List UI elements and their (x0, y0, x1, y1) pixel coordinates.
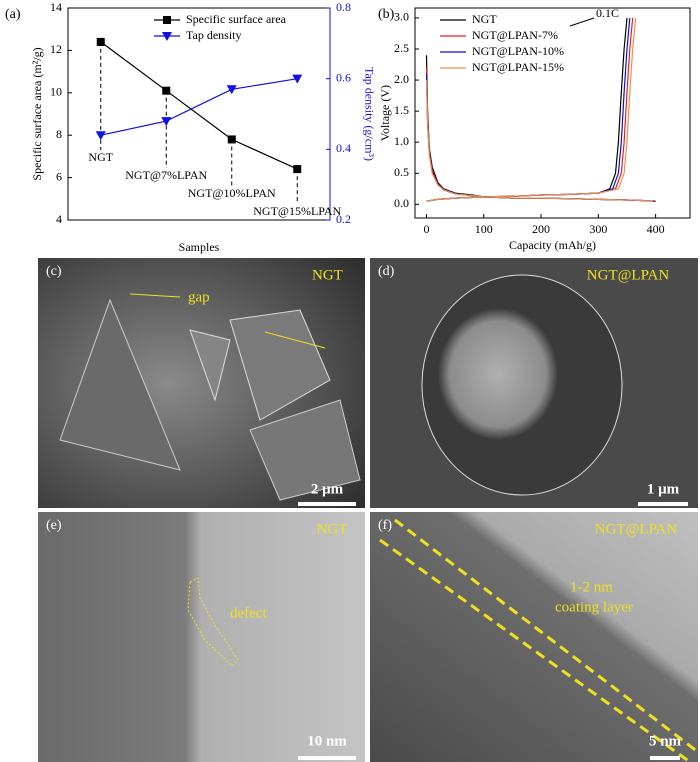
legend-label: NGT@LPAN-10% (472, 44, 564, 58)
note: coating layer (555, 599, 633, 615)
y-tick-label: 3.0 (394, 10, 409, 24)
y2-tick-label: 0.6 (336, 70, 351, 84)
flake (229, 309, 331, 421)
marker (292, 74, 303, 84)
x-axis-label: Samples (179, 240, 220, 254)
x-tick-label: 400 (647, 222, 665, 236)
panel-title: NGT (312, 267, 343, 283)
charts: (a) 4 6 8 10 12 14 0.2 0.4 0.6 0.8 Samples Specific … (5, 0, 691, 254)
panel-label: (a) (5, 7, 21, 22)
y-tick-label: 14 (50, 0, 62, 14)
defect-outline (187, 577, 239, 667)
category-label: NGT@10%LPAN (188, 186, 276, 200)
x-tick-label: 200 (532, 222, 550, 236)
legend-label: NGT@LPAN-7% (472, 28, 558, 42)
category-label: NGT@15%LPAN (253, 204, 341, 218)
scale-label: 10 nm (307, 733, 347, 749)
flake (189, 329, 231, 402)
panel-d: (d) NGT@LPAN 1 μm (370, 258, 698, 508)
y-tick-label: 12 (50, 42, 62, 56)
scale-label: 1 μm (647, 481, 680, 497)
panel-c: (c) NGT gap 2 μm (38, 258, 365, 508)
y-tick-label: 6 (56, 169, 62, 183)
tem-image (370, 512, 698, 762)
marker (227, 135, 236, 144)
legend-label: NGT (472, 12, 497, 26)
panel-label: (c) (46, 264, 62, 279)
y-tick-label: 8 (56, 127, 62, 141)
y-tick-label: 2.5 (394, 41, 409, 55)
scale-bar (650, 756, 680, 760)
note: 1-2 nm (570, 579, 613, 595)
series-line (425, 17, 653, 202)
panel-title: NGT@LPAN (595, 521, 678, 537)
y-tick-label: 1.5 (394, 103, 409, 117)
panel-label: (b) (378, 7, 395, 22)
scale-label: 2 μm (311, 481, 344, 497)
x-tick-label: 0 (423, 222, 429, 236)
y-axis-label: Specific surface area (m²/g) (30, 47, 44, 180)
y2-axis-label: Tap density (g/cm³) (362, 67, 376, 161)
panel-f: (f) NGT@LPAN 1-2 nm coating layer 5 nm (370, 512, 699, 762)
panel-label: (f) (378, 518, 392, 533)
y-tick-label: 1.0 (394, 134, 409, 148)
legend-marker (163, 16, 171, 24)
plot-frame (414, 7, 691, 219)
category-label: NGT (88, 150, 113, 164)
scale-label: 5 nm (649, 733, 682, 749)
legend-label: Specific surface area (186, 12, 287, 26)
category-label: NGT@7%LPAN (125, 168, 207, 182)
legend-label: NGT@LPAN-15% (472, 60, 564, 74)
y-tick-label: 4 (56, 212, 62, 226)
marker (226, 85, 237, 95)
y-tick-label: 0.0 (394, 196, 409, 210)
annotation-arrow (569, 17, 595, 27)
marker (95, 131, 106, 141)
arrow (264, 331, 326, 349)
particle (421, 274, 623, 496)
marker (162, 86, 171, 95)
panel-title: NGT@LPAN (587, 267, 670, 283)
y2-tick-label: 0.4 (336, 141, 351, 155)
panel-label: (d) (378, 264, 395, 279)
x-tick-label: 100 (475, 222, 493, 236)
y2-tick-label: 0.2 (336, 212, 351, 226)
annotation: 0.1C (596, 6, 619, 20)
note: defect (230, 605, 267, 621)
panel-title: NGT (317, 521, 348, 537)
legend-marker (162, 32, 172, 41)
scale-bar (298, 502, 356, 506)
flake (59, 298, 181, 471)
x-axis-label: Capacity (mAh/g) (509, 238, 596, 252)
legend-label: Tap density (186, 28, 241, 42)
y-tick-label: 0.5 (394, 165, 409, 179)
note: gap (188, 289, 210, 305)
x-tick-label: 300 (589, 222, 607, 236)
marker (161, 117, 172, 127)
scale-bar (638, 502, 688, 506)
y-tick-label: 2.0 (394, 72, 409, 86)
marker (293, 165, 302, 174)
flake (249, 399, 361, 501)
y2-tick-label: 0.8 (336, 0, 351, 14)
arrow (129, 293, 181, 298)
y-axis-label: Voltage (V) (378, 85, 392, 141)
tem-image (38, 512, 365, 762)
y-tick-label: 10 (50, 85, 62, 99)
panel-e: (e) NGT defect 10 nm (38, 512, 365, 762)
panel-label: (e) (46, 518, 62, 533)
series-line (100, 41, 298, 170)
scale-bar (298, 756, 356, 760)
series-line (100, 78, 298, 136)
marker (96, 37, 105, 46)
